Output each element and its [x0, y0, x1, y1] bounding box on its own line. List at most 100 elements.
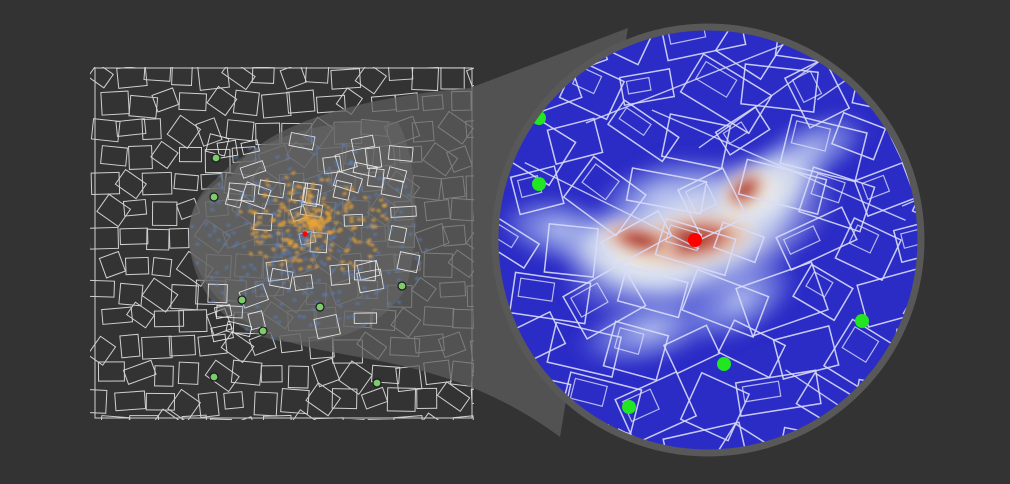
- case-point-low: [323, 192, 328, 197]
- zoom-building: [694, 60, 738, 98]
- case-point-high: [254, 230, 259, 234]
- case-point-low: [286, 289, 291, 293]
- zoom-city-block: [543, 222, 600, 278]
- case-point-low: [332, 177, 337, 182]
- case-point-low: [336, 249, 342, 253]
- case-point-high: [310, 233, 316, 238]
- city-block: [119, 227, 149, 246]
- infected-pump-marker: [302, 231, 308, 237]
- case-point-low: [249, 263, 254, 267]
- case-point-high: [292, 245, 297, 249]
- city-block: [251, 67, 275, 84]
- case-point-high: [284, 175, 289, 180]
- city-block: [390, 205, 417, 219]
- case-point-low: [279, 254, 284, 258]
- case-point-low: [327, 245, 332, 249]
- case-point-low: [212, 229, 217, 233]
- case-point-low: [353, 150, 359, 155]
- case-point-low: [417, 260, 422, 265]
- case-point-low: [361, 322, 366, 327]
- zoom-city-block: [914, 58, 921, 111]
- zoom-city-block: [834, 216, 903, 282]
- case-point-high: [340, 267, 345, 271]
- zoom-building: [569, 377, 608, 407]
- case-point-low: [311, 307, 316, 312]
- case-point-high: [306, 243, 311, 247]
- case-point-low: [248, 146, 253, 151]
- city-block: [115, 118, 147, 137]
- case-point-high: [340, 260, 346, 264]
- case-point-high: [309, 222, 315, 227]
- city-block: [181, 414, 208, 420]
- case-point-high: [346, 200, 351, 204]
- city-block: [90, 389, 108, 414]
- case-point-low: [247, 204, 253, 209]
- city-block: [178, 309, 208, 333]
- city-block: [393, 415, 424, 420]
- case-point-low: [280, 270, 285, 275]
- zoom-pump-marker: [855, 314, 869, 328]
- case-point-high: [250, 226, 255, 230]
- city-block: [225, 320, 253, 338]
- zoom-city-block: [734, 369, 822, 417]
- city-block: [304, 67, 330, 84]
- case-point-low: [361, 276, 366, 281]
- city-block: [168, 227, 190, 249]
- case-point-high: [366, 241, 372, 246]
- case-point-high: [238, 209, 243, 214]
- case-point-low: [244, 327, 249, 332]
- city-block: [232, 416, 260, 420]
- case-point-low: [282, 251, 288, 257]
- case-point-low: [308, 135, 312, 139]
- case-point-low: [299, 242, 305, 247]
- case-point-high: [315, 229, 321, 234]
- density-blob: [718, 165, 772, 215]
- case-point-low: [254, 180, 259, 185]
- case-point-low: [272, 278, 277, 282]
- zoom-street: [898, 295, 921, 399]
- case-point-low: [251, 289, 257, 294]
- city-block: [141, 335, 173, 360]
- case-point-high: [305, 200, 311, 204]
- case-point-low: [252, 266, 257, 271]
- case-point-high: [373, 225, 378, 229]
- case-point-high: [303, 206, 309, 211]
- case-point-high: [367, 254, 373, 259]
- case-point-high: [307, 213, 313, 218]
- city-block: [128, 145, 153, 170]
- city-block: [452, 415, 474, 420]
- case-point-high: [270, 219, 275, 223]
- city-block: [305, 382, 342, 417]
- case-point-low: [289, 256, 295, 261]
- city-block: [440, 67, 465, 90]
- case-point-low: [338, 304, 343, 309]
- city-block: [386, 166, 408, 183]
- case-point-high: [350, 186, 355, 192]
- case-point-high: [253, 223, 259, 228]
- zoom-building: [848, 224, 880, 254]
- case-point-high: [286, 183, 291, 187]
- zoom-street: [524, 161, 700, 250]
- city-block: [396, 251, 421, 274]
- case-point-high: [371, 218, 376, 222]
- case-point-low: [346, 315, 350, 319]
- city-block: [388, 225, 408, 244]
- city-block: [339, 419, 366, 420]
- zoom-city-block: [618, 67, 676, 107]
- case-point-low: [271, 336, 276, 340]
- city-block: [386, 387, 417, 412]
- case-point-high: [338, 227, 343, 232]
- case-point-high: [263, 254, 269, 259]
- case-point-low: [281, 280, 286, 285]
- case-point-low: [351, 315, 356, 318]
- case-point-low: [273, 253, 278, 257]
- case-point-high: [291, 220, 297, 224]
- case-point-low: [280, 177, 286, 181]
- city-block: [334, 149, 358, 173]
- case-point-low: [275, 243, 280, 247]
- zoom-city-block: [508, 271, 592, 325]
- city-block: [248, 331, 277, 357]
- case-point-high: [343, 208, 349, 214]
- case-point-high: [304, 214, 309, 219]
- city-block: [416, 412, 446, 420]
